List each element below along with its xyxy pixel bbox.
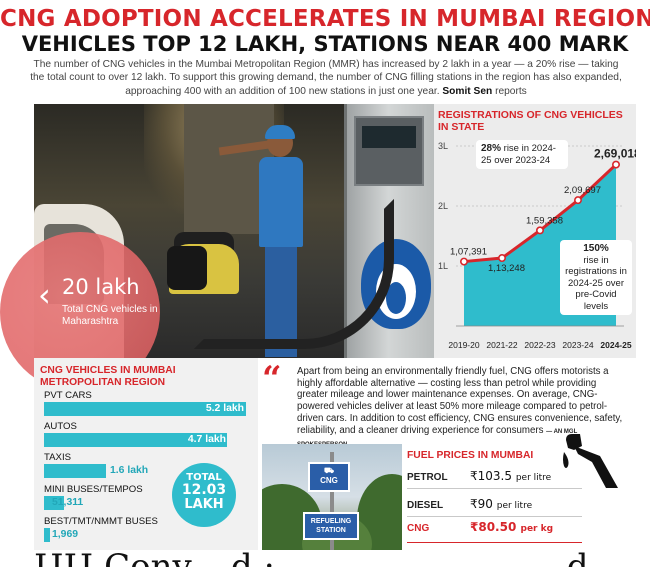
- intro-text: The number of CNG vehicles in the Mumbai…: [30, 59, 622, 97]
- chart-point: [498, 254, 507, 263]
- stat-value: 20 lakh: [62, 275, 140, 299]
- total-unit: LAKH: [184, 497, 224, 512]
- chart-point: [574, 196, 583, 205]
- cng-sign-label: CNG: [320, 476, 338, 485]
- chart-x-tick: 2023-24: [562, 340, 593, 350]
- vehicles-title: CNG VEHICLES IN MUMBAI METROPOLITAN REGI…: [40, 365, 176, 388]
- fuel-name: CNG: [407, 523, 430, 534]
- fuel-price: ₹80.50 per kg: [470, 520, 553, 534]
- headline: CNG ADOPTION ACCELERATES IN MUMBAI REGIO…: [0, 6, 650, 32]
- vehicle-bar: [44, 528, 50, 542]
- fuel-station-photo: [34, 104, 434, 358]
- car-icon: ⛟: [323, 466, 335, 475]
- vehicle-bar: [44, 464, 106, 478]
- fuel-nozzle-icon: [563, 434, 618, 488]
- photo-fuel-nozzle: [167, 246, 207, 290]
- photo-dispenser-screen: [362, 126, 416, 148]
- fuel-price-unit: per kg: [520, 524, 554, 534]
- vehicle-bar: [44, 433, 227, 447]
- chart-x-tick: 2024-25: [600, 340, 631, 350]
- fuel-price: ₹90 per litre: [470, 497, 532, 511]
- vehicle-label: TAXIS: [44, 452, 72, 463]
- rise-callout-pct: 28%: [481, 143, 502, 154]
- byline: Somit Sen: [442, 85, 493, 97]
- sign-pole: [330, 452, 334, 550]
- vehicle-value: 5.2 lakh: [205, 403, 244, 414]
- registrations-chart: 1L 2L 3L 1,07,391 1,13,248 1,59,358 2,09,697 2,…: [434, 104, 636, 358]
- intro-paragraph: The number of CNG vehicles in the Mumbai…: [30, 58, 622, 98]
- quote-text: Apart from being an environmentally frie…: [297, 366, 623, 436]
- vehicle-label: BEST/TMT/NMMT BUSES: [44, 516, 158, 527]
- chart-point: [536, 226, 545, 235]
- subheadline: VEHICLES TOP 12 LAKH, STATIONS NEAR 400 …: [21, 32, 629, 56]
- vehicle-value: 1,969: [52, 529, 79, 540]
- fuel-price-value: ₹90: [470, 497, 493, 511]
- chart-y-tick: 3L: [438, 141, 448, 151]
- fuel-price-unit: per litre: [515, 473, 552, 483]
- chart-data-label: 1,59,358: [526, 215, 563, 226]
- photo-fuel-hose: [194, 199, 394, 349]
- chart-x-tick: 2022-23: [524, 340, 555, 350]
- covid-callout-pct: 150%: [583, 243, 609, 254]
- vehicle-label: MINI BUSES/TEMPOS: [44, 484, 143, 495]
- chart-y-tick: 1L: [438, 261, 448, 271]
- chart-x-tick: 2021-22: [486, 340, 517, 350]
- vehicle-value: 51,311: [52, 497, 84, 508]
- divider: [407, 488, 582, 489]
- chart-data-label: 1,07,391: [450, 247, 487, 258]
- chart-point: [459, 257, 468, 266]
- fuel-name: DIESEL: [407, 500, 444, 511]
- chart-data-label: 1,13,248: [488, 263, 525, 274]
- chart-point: [612, 160, 621, 169]
- fuel-prices-title: FUEL PRICES IN MUMBAI: [407, 450, 534, 461]
- quote-mark-icon: “: [262, 359, 282, 399]
- divider: [407, 516, 582, 517]
- chevron-left-icon: ‹: [38, 276, 51, 314]
- fuel-price-unit: per litre: [496, 501, 533, 511]
- total-circle: TOTAL 12.03 LAKH: [172, 463, 236, 527]
- fuel-price-value: ₹103.5: [470, 469, 512, 483]
- photo-flame-logo-core: [386, 282, 406, 314]
- stat-caption: Total CNG vehicles in Maharashtra: [62, 304, 158, 327]
- vehicle-bar: [44, 402, 246, 416]
- fuel-price: ₹103.5 per litre: [470, 469, 551, 483]
- covid-callout: 150% rise in registrations in 2024-25 ove…: [560, 240, 632, 315]
- covid-callout-text: rise in registrations in 2024-25 over pr…: [565, 254, 627, 312]
- chart-data-label: 2,69,018: [594, 147, 636, 161]
- fuel-name: PETROL: [407, 472, 448, 483]
- vehicle-label: PVT CARS: [44, 390, 92, 401]
- refueling-station-sign: REFUELING STATION: [303, 512, 359, 540]
- divider: [407, 542, 582, 543]
- chart-data-label: 2,09,697: [564, 185, 601, 196]
- rise-callout-text: rise in 2024-25 over 2023-24: [481, 143, 556, 166]
- vehicle-value: 1.6 lakh: [110, 465, 149, 476]
- fuel-price-value: ₹80.50: [470, 520, 517, 534]
- total-label: TOTAL: [186, 472, 222, 483]
- total-value: 12.03: [181, 482, 227, 498]
- vehicle-bar: [44, 496, 64, 510]
- byline-suffix: reports: [495, 85, 527, 97]
- chart-x-tick: 2019-20: [448, 340, 479, 350]
- next-article-text: ЦЦ Сonv.. .d.:..... ........... ....... …: [34, 547, 589, 567]
- photo-attendant-cap: [265, 125, 295, 139]
- chart-y-tick: 2L: [438, 201, 448, 211]
- cng-sign: ⛟ CNG: [308, 462, 350, 492]
- rise-callout: 28% rise in 2024-25 over 2023-24: [476, 140, 568, 169]
- vehicle-value: 4.7 lakh: [187, 434, 226, 445]
- vehicle-label: AUTOS: [44, 421, 77, 432]
- chart-title: REGISTRATIONS OF CNG VEHICLES IN STATE: [438, 109, 623, 133]
